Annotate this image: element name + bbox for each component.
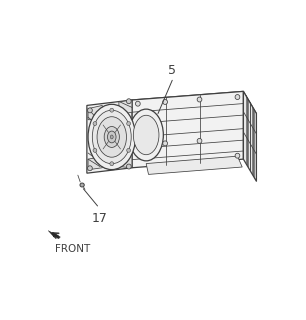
Circle shape <box>235 95 240 100</box>
Polygon shape <box>119 154 132 168</box>
Ellipse shape <box>80 183 84 187</box>
Circle shape <box>136 142 140 147</box>
Circle shape <box>127 122 130 125</box>
Circle shape <box>88 166 92 171</box>
Circle shape <box>126 164 131 169</box>
Polygon shape <box>243 92 256 181</box>
Ellipse shape <box>129 109 163 161</box>
Ellipse shape <box>107 131 116 143</box>
Circle shape <box>163 100 167 104</box>
Circle shape <box>197 139 202 143</box>
Circle shape <box>197 97 202 102</box>
Ellipse shape <box>110 135 113 139</box>
Polygon shape <box>48 231 60 239</box>
Text: 5: 5 <box>168 64 176 76</box>
Circle shape <box>93 122 97 125</box>
Polygon shape <box>88 157 102 170</box>
Circle shape <box>93 148 97 152</box>
Ellipse shape <box>92 110 131 164</box>
Circle shape <box>110 162 114 166</box>
Ellipse shape <box>133 115 159 155</box>
Circle shape <box>136 101 140 106</box>
Circle shape <box>127 148 130 152</box>
Text: FRONT: FRONT <box>55 244 90 254</box>
Circle shape <box>110 108 114 112</box>
Ellipse shape <box>88 104 136 170</box>
Polygon shape <box>119 100 132 114</box>
Polygon shape <box>146 156 242 174</box>
Ellipse shape <box>97 117 126 157</box>
Polygon shape <box>88 105 102 120</box>
Polygon shape <box>132 92 256 122</box>
Ellipse shape <box>104 126 119 148</box>
Polygon shape <box>132 92 243 168</box>
Text: 17: 17 <box>92 212 108 225</box>
Circle shape <box>235 153 240 158</box>
Circle shape <box>163 141 167 146</box>
Circle shape <box>126 99 131 104</box>
Circle shape <box>88 108 92 113</box>
Polygon shape <box>87 100 132 173</box>
